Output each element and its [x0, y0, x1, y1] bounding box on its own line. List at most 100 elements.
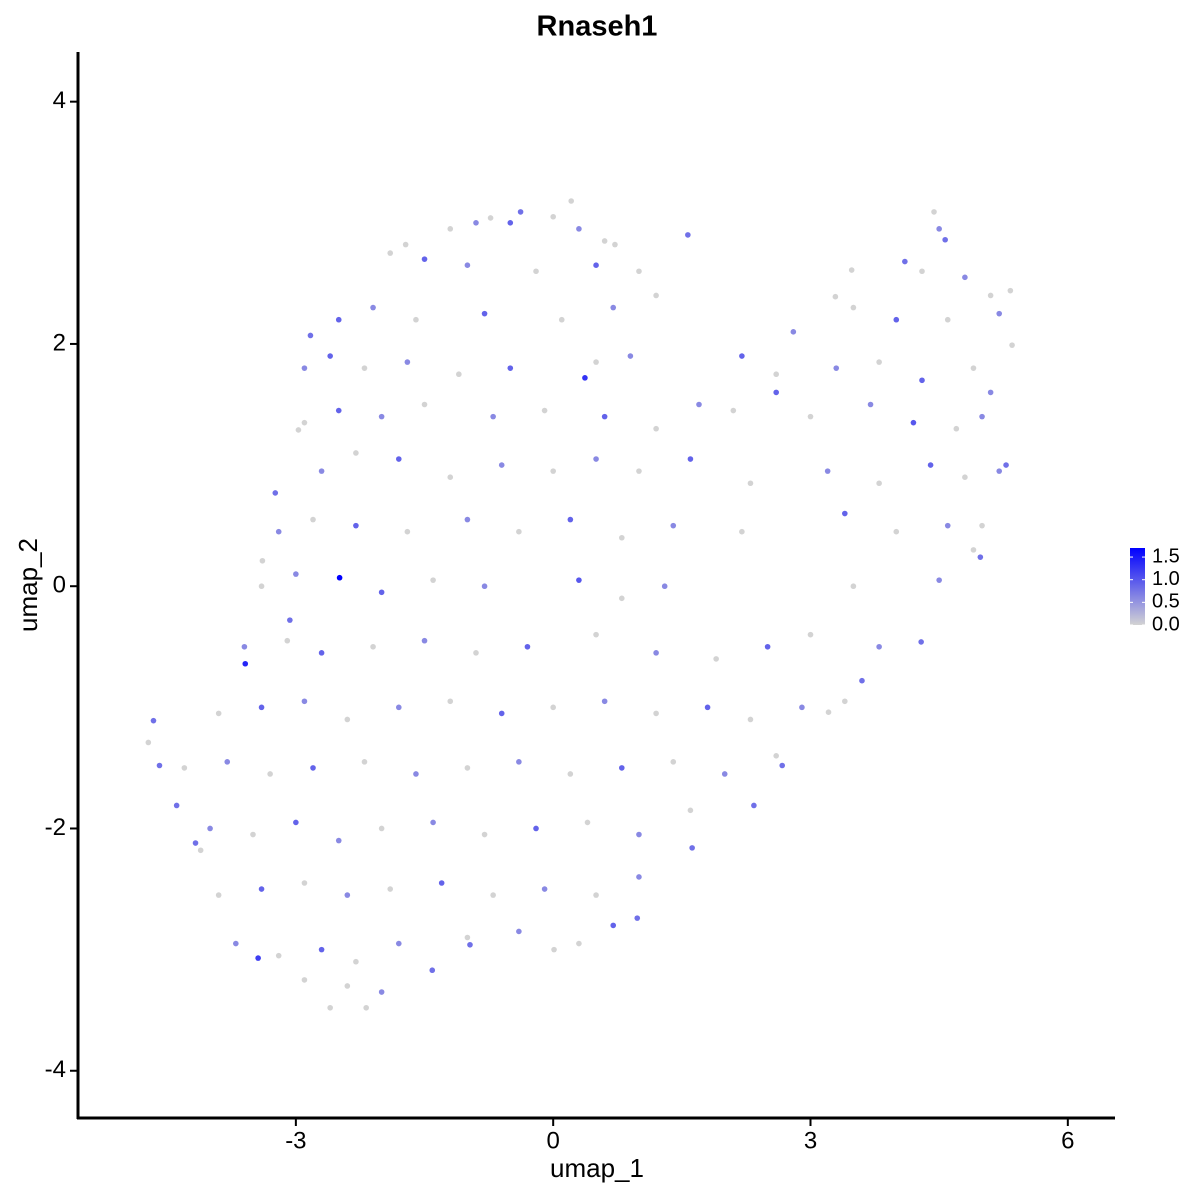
point	[327, 1004, 333, 1011]
point	[464, 262, 471, 269]
point	[361, 365, 368, 371]
point	[576, 940, 582, 947]
point	[764, 643, 771, 650]
point	[807, 413, 814, 420]
point	[833, 365, 840, 371]
point	[773, 753, 779, 759]
point	[790, 329, 797, 335]
point	[224, 759, 231, 765]
point	[197, 847, 204, 854]
point	[713, 656, 719, 662]
point	[242, 660, 249, 667]
point	[893, 528, 900, 535]
point	[584, 819, 591, 826]
point	[481, 310, 488, 317]
y-tick-label: 2	[53, 329, 66, 356]
point	[582, 375, 588, 381]
point	[429, 967, 436, 974]
color-bar	[1130, 548, 1145, 625]
point	[670, 522, 677, 529]
point	[533, 268, 539, 275]
point	[653, 710, 659, 717]
point	[481, 583, 488, 590]
point	[653, 425, 659, 432]
x-tick-label: 6	[1061, 1127, 1074, 1154]
point	[481, 831, 488, 838]
color-tick-label: 0.5	[1152, 591, 1180, 613]
point	[498, 462, 505, 468]
point	[550, 468, 556, 474]
point	[464, 934, 471, 941]
point	[953, 425, 960, 432]
point	[318, 946, 325, 953]
point	[301, 365, 308, 371]
x-tick-label: 3	[804, 1127, 817, 1154]
point	[233, 940, 239, 947]
x-tick-label: 0	[547, 1127, 560, 1154]
point	[456, 371, 462, 378]
point	[447, 474, 454, 480]
point	[593, 359, 599, 365]
point	[258, 704, 265, 711]
point	[619, 595, 625, 602]
point	[301, 419, 308, 426]
point	[353, 958, 359, 965]
point	[747, 716, 754, 723]
point	[619, 765, 625, 771]
point	[293, 819, 299, 826]
point	[627, 353, 634, 359]
point	[421, 637, 428, 644]
point	[310, 765, 316, 771]
point	[335, 407, 342, 414]
point	[335, 316, 342, 323]
color-tick-label: 0.0	[1152, 613, 1180, 635]
point	[272, 490, 279, 496]
point	[413, 771, 419, 777]
point	[344, 716, 351, 723]
point	[859, 677, 865, 684]
point	[353, 450, 359, 456]
point	[145, 739, 152, 746]
point	[601, 413, 608, 420]
point	[301, 698, 308, 705]
point	[438, 880, 445, 886]
point	[387, 250, 394, 256]
point	[987, 389, 994, 396]
point	[610, 304, 617, 311]
point	[404, 528, 411, 535]
point	[593, 892, 599, 898]
point	[739, 353, 745, 359]
point	[970, 547, 977, 553]
point	[378, 589, 385, 596]
point	[979, 413, 985, 420]
point	[567, 771, 574, 777]
point	[931, 209, 937, 215]
point	[721, 771, 728, 777]
point	[181, 765, 188, 771]
point	[962, 474, 968, 480]
point	[689, 845, 695, 851]
point	[275, 528, 282, 535]
point	[687, 456, 694, 462]
point	[550, 213, 556, 220]
point	[601, 698, 608, 705]
point	[773, 371, 779, 378]
color-tick-label: 1.5	[1152, 545, 1180, 567]
point	[192, 840, 199, 846]
point	[378, 989, 385, 995]
point	[944, 522, 951, 529]
point	[387, 886, 394, 892]
point	[670, 759, 677, 765]
point	[876, 480, 882, 487]
point	[473, 220, 479, 226]
point	[773, 389, 779, 396]
point	[259, 557, 266, 564]
point	[541, 886, 548, 892]
point	[593, 262, 599, 269]
point	[370, 643, 376, 650]
point	[447, 698, 454, 705]
point	[867, 401, 874, 408]
point	[576, 577, 582, 583]
point	[402, 241, 409, 248]
y-tick-label: -4	[45, 1056, 66, 1083]
